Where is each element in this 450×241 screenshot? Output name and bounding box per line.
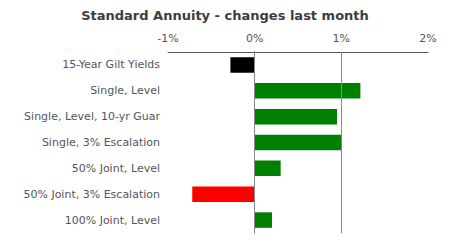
svg-text:1%: 1% [333,32,350,45]
svg-text:Single, 3% Escalation: Single, 3% Escalation [42,136,160,149]
svg-text:100% Joint, Level: 100% Joint, Level [65,214,160,227]
svg-text:50% Joint, 3% Escalation: 50% Joint, 3% Escalation [23,188,160,201]
svg-text:2%: 2% [419,32,436,45]
svg-text:0%: 0% [246,32,263,45]
svg-text:15-Year Gilt Yields: 15-Year Gilt Yields [62,58,160,71]
svg-text:Single, Level: Single, Level [90,84,160,97]
svg-text:50% Joint, Level: 50% Joint, Level [72,162,160,175]
svg-text:Single, Level, 10-yr Guar: Single, Level, 10-yr Guar [24,110,160,123]
svg-text:Standard Annuity - changes las: Standard Annuity - changes last month [81,8,369,23]
svg-text:-1%: -1% [157,32,178,45]
